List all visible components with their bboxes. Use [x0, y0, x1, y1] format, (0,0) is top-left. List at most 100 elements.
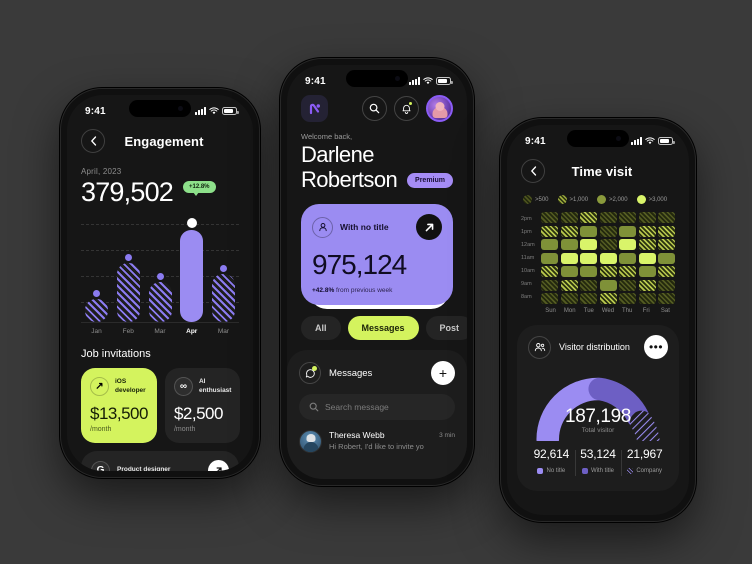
screen-time-visit: 9:41 Time visit >500 >1,000 >2,000 >3,000 2…	[507, 125, 689, 515]
heatmap-cell[interactable]	[638, 225, 656, 237]
heatmap-cell[interactable]	[560, 239, 578, 250]
bar[interactable]	[116, 263, 140, 322]
heatmap-cell[interactable]	[560, 279, 578, 291]
heatmap-cell[interactable]	[599, 279, 617, 291]
user-name-row: Darlene Robertson Premium	[287, 141, 467, 192]
heatmap-cell[interactable]	[580, 266, 597, 277]
heatmap-cell[interactable]	[658, 239, 675, 250]
legend-swatch	[557, 195, 567, 204]
tab-all[interactable]: All	[301, 316, 341, 341]
heatmap-cell[interactable]	[599, 225, 617, 237]
heatmap-cell[interactable]	[599, 239, 617, 250]
back-button[interactable]	[521, 159, 545, 183]
hero-card-open-button[interactable]	[416, 214, 442, 241]
avatar[interactable]	[426, 95, 453, 122]
heatmap-cell[interactable]	[658, 293, 675, 304]
legend-label: >500	[535, 196, 549, 203]
heatmap-cell[interactable]	[560, 252, 578, 264]
bar-series	[81, 218, 239, 322]
heatmap-cell[interactable]	[541, 266, 558, 277]
job-card-top: ∞ AI enthusiast	[173, 377, 231, 396]
heatmap-cell[interactable]	[541, 279, 558, 291]
heatmap-cell[interactable]	[599, 266, 617, 277]
heatmap-cell[interactable]	[638, 212, 656, 223]
open-job-button[interactable]	[208, 460, 229, 471]
heatmap-cell[interactable]	[658, 212, 675, 223]
heatmap-cell[interactable]	[580, 239, 597, 250]
hero-metric-card[interactable]: With no title 975,124 +42.8% from previo…	[301, 204, 453, 306]
stat-value: 92,614	[533, 447, 570, 461]
notifications-button[interactable]	[394, 96, 419, 121]
heatmap-cell[interactable]	[541, 212, 558, 223]
list-item[interactable]: Theresa Webb 3 min Hi Robert, I'd like t…	[299, 430, 455, 454]
heatmap-cell[interactable]	[619, 239, 636, 250]
heatmap-cell[interactable]	[560, 266, 578, 277]
heatmap-cell[interactable]	[619, 225, 636, 237]
hero-card-delta: +42.8% from previous week	[312, 287, 442, 294]
heatmap-cell[interactable]	[638, 279, 656, 291]
bar[interactable]	[148, 282, 172, 322]
premium-badge[interactable]: Premium	[407, 173, 453, 189]
donut-svg	[536, 377, 660, 441]
bar[interactable]	[85, 299, 108, 322]
bar-column	[148, 273, 172, 322]
heatmap-cell[interactable]	[638, 252, 656, 264]
heatmap-cell[interactable]	[541, 252, 558, 264]
screen-dashboard: 9:41	[287, 65, 467, 479]
x-tick-label: Mar	[154, 328, 166, 335]
toolbar-actions	[362, 95, 453, 122]
heatmap-cell[interactable]	[541, 239, 558, 250]
heatmap-cell[interactable]	[599, 212, 617, 223]
job-card-ios-developer[interactable]: ↗ iOS developer $13,500 /month	[81, 368, 157, 443]
heatmap-cell[interactable]	[658, 266, 675, 277]
heatmap-cell[interactable]	[580, 279, 597, 291]
heatmap-cell[interactable]	[541, 225, 558, 237]
heatmap-cell[interactable]	[541, 293, 558, 304]
heatmap-cell[interactable]	[619, 279, 636, 291]
back-button[interactable]	[81, 129, 105, 153]
job-pay: $2,500	[173, 404, 223, 423]
search-button[interactable]	[362, 96, 387, 121]
heatmap-cell[interactable]	[599, 293, 617, 304]
heatmap-cell[interactable]	[638, 293, 656, 304]
heatmap-cell[interactable]	[580, 225, 597, 237]
heatmap-cell[interactable]	[580, 252, 597, 264]
heatmap-cell[interactable]	[560, 225, 578, 237]
heatmap-cell[interactable]	[619, 212, 636, 223]
filter-tabs: All Messages Post	[287, 305, 467, 341]
heatmap: 2pm 1pm 12am 11am 10am 9am 8am	[507, 204, 689, 304]
job-card-product-designer[interactable]: G Product designer $120K/year	[81, 451, 239, 471]
heatmap-cell[interactable]	[638, 239, 656, 250]
legend-item: >500	[523, 195, 549, 204]
search-message-field[interactable]: Search message	[299, 394, 455, 421]
heatmap-cell[interactable]	[638, 266, 656, 277]
heatmap-cell[interactable]	[619, 266, 636, 277]
x-axis-labels: Jan Feb Mar Apr Mar	[81, 322, 239, 335]
tab-post[interactable]: Post	[425, 316, 467, 341]
x-tick-label: Tue	[583, 308, 594, 314]
heatmap-cell[interactable]	[580, 293, 597, 304]
heatmap-cell[interactable]	[658, 225, 675, 237]
bar[interactable]	[180, 230, 204, 322]
heatmap-cell[interactable]	[560, 293, 578, 304]
heatmap-cell[interactable]	[619, 293, 636, 304]
brand-logo-icon[interactable]	[301, 95, 328, 122]
new-message-button[interactable]: +	[431, 361, 455, 386]
heatmap-cell[interactable]	[599, 252, 617, 264]
job-card-ai-enthusiast[interactable]: ∞ AI enthusiast $2,500 /month	[164, 368, 241, 443]
heatmap-cell[interactable]	[560, 212, 578, 223]
bar-column	[212, 265, 235, 322]
more-options-button[interactable]: •••	[644, 335, 668, 359]
visitor-card-header: Visitor distribution •••	[528, 335, 668, 359]
heatmap-cell[interactable]	[619, 252, 636, 264]
visitor-card-title: Visitor distribution	[559, 342, 630, 352]
heatmap-cell[interactable]	[580, 212, 597, 223]
tab-messages[interactable]: Messages	[347, 316, 419, 341]
engagement-header: Engagement	[67, 121, 253, 153]
job-period: /month	[173, 426, 196, 433]
bar[interactable]	[212, 274, 235, 322]
heatmap-cell[interactable]	[658, 279, 675, 291]
job-title-line2: developer	[115, 386, 146, 394]
heatmap-cell[interactable]	[658, 252, 675, 264]
